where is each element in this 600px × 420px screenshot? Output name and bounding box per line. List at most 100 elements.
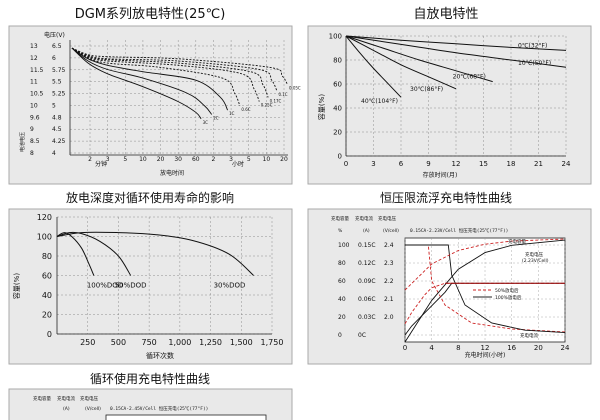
float-y-tick-pct: 60 xyxy=(338,278,346,285)
dgm-x-tick: 20 xyxy=(280,156,288,163)
float-header-capacity: 充电容量 xyxy=(331,215,349,222)
float-series-line xyxy=(404,238,566,291)
float-series-line xyxy=(405,244,566,333)
dod-chart-title: 放电深度对循环使用寿命的影响 xyxy=(66,190,234,205)
float-header-voltage: 充电电压 xyxy=(378,215,396,222)
cycle-chart-title: 循环使用充电特性曲线 xyxy=(90,371,210,386)
float-y-tick-pct: 40 xyxy=(338,296,346,303)
dgm-y-tick-12v: 8.5 xyxy=(30,138,40,145)
float-x-tick: 20 xyxy=(534,344,543,352)
dgm-y-tick-6v: 6.5 xyxy=(52,43,62,50)
float-y-tick-pct: 80 xyxy=(338,260,346,267)
cycle-unit-a: (A) xyxy=(63,406,70,412)
self-x-tick: 24 xyxy=(562,160,571,168)
dgm-y-tick-6v: 5.25 xyxy=(52,91,66,98)
dod-curve-label: 30%DOD xyxy=(214,282,246,290)
cycle-note: 0.15CA-2.45V/Cell 恒压充电(25℃(77°F)) xyxy=(110,405,208,412)
dgm-y-tick-6v: 4.8 xyxy=(52,114,62,121)
self-y-tick: 20 xyxy=(333,129,342,137)
dod-ylabel: 容量(%) xyxy=(12,273,21,299)
float-unit-a: (A) xyxy=(363,228,370,234)
float-curves xyxy=(404,238,566,343)
dod-cycle-chart: 放电深度对循环使用寿命的影响 容量(%) 250 500 750 1,000 1,250… xyxy=(8,190,293,365)
dgm-y-ticks: 13 6.5 12 6 11.5 5.75 11 5.5 10.5 5.25 10 5 9.6 4.8 9 4… xyxy=(30,43,66,157)
dod-series-line xyxy=(56,232,95,276)
dgm-curve-label: 0.6C xyxy=(241,107,250,112)
dgm-grid xyxy=(70,40,285,155)
float-x-tick: 8 xyxy=(456,344,460,352)
float-x-tick: 24 xyxy=(561,344,570,352)
dod-curve-label: 100%DOD xyxy=(87,282,123,290)
dgm-x-tick: 2 xyxy=(88,156,92,163)
dgm-series-line xyxy=(71,47,278,92)
dgm-y-tick-6v: 4.25 xyxy=(52,138,66,145)
dgm-curve-label: 1C xyxy=(229,111,235,116)
float-y-tick-voltage: 2.0 xyxy=(384,314,394,321)
dod-x-tick: 1,000 xyxy=(168,338,191,347)
self-series-line xyxy=(345,35,402,98)
dod-y-tick: 120 xyxy=(37,213,52,222)
dgm-ylabel: 电压(V) xyxy=(44,31,65,39)
float-legend: 50%放电后 100%放电后 xyxy=(473,287,522,301)
float-xlabel: 充电时间(小时) xyxy=(465,351,506,359)
dgm-curve-label: 0.17C xyxy=(270,98,282,103)
float-chart-title: 恒压限流浮充电特性曲线 xyxy=(380,190,512,205)
cycle-header-voltage: 充电电压 xyxy=(80,395,98,402)
float-label-capacity: 充电容量 xyxy=(508,238,526,245)
dgm-x-tick: 20 xyxy=(157,156,165,163)
dgm-curve-label: 3C xyxy=(203,120,209,125)
float-y-tick-pct: 20 xyxy=(338,314,346,321)
dgm-discharge-chart: DGM系列放电特性(25℃) 电压(V) 电池电压 13 6.5 12 6 11.5 5.… xyxy=(8,7,301,185)
float-series-line xyxy=(404,282,565,325)
self-x-tick: 0 xyxy=(344,160,348,168)
dgm-series-line xyxy=(71,47,260,102)
float-label-voltage-sub: (2.23V/Cell) xyxy=(522,258,549,264)
float-unit-pct: % xyxy=(338,228,343,234)
dgm-y-tick-6v: 5 xyxy=(52,102,56,109)
float-unit-v: (V/cell) xyxy=(383,228,399,234)
self-curve-label: 0℃(32°F) xyxy=(518,42,547,49)
dod-y-tick: 40 xyxy=(42,291,52,300)
float-grid xyxy=(404,238,566,342)
self-x-tick: 18 xyxy=(507,160,516,168)
float-ticks: 0 4 8 12 16 20 24 100 0.15C 2.4 80 0.12C 2.3 60 0.09C 2… xyxy=(338,242,570,352)
dgm-x-tick: 10 xyxy=(139,156,147,163)
dgm-y-tick-12v: 12 xyxy=(30,55,38,62)
float-y-tick-voltage: 2.4 xyxy=(384,242,394,249)
dgm-x-tick: 5 xyxy=(247,156,251,163)
float-y-tick-voltage: 2.1 xyxy=(384,296,394,303)
dgm-x-tick: 60 xyxy=(192,156,200,163)
float-y-tick-pct: 100 xyxy=(338,242,350,249)
self-x-tick: 6 xyxy=(399,160,404,168)
self-chart-title: 自放电特性 xyxy=(413,7,478,22)
dgm-series-line xyxy=(71,47,241,107)
dgm-y-tick-12v: 11 xyxy=(30,79,38,86)
float-y-tick-pct: 0 xyxy=(338,332,342,339)
dod-x-tick: 1,500 xyxy=(230,338,253,347)
self-curve-label: 20℃(68°F) xyxy=(453,74,486,81)
dod-chart-panel xyxy=(8,208,293,365)
dod-x-tick: 1,250 xyxy=(199,338,222,347)
dgm-series-line xyxy=(71,47,202,120)
dod-xlabel: 循环次数 xyxy=(146,351,174,360)
float-charge-chart: 恒压限流浮充电特性曲线 充电容量 充电电流 充电电压 % (A) (V/cell… xyxy=(307,190,592,365)
self-discharge-chart: 自放电特性 容量(%) 0 3 6 9 12 15 18 21 24 0 20 40 60 80 100 0… xyxy=(307,7,592,185)
float-x-tick: 12 xyxy=(481,344,490,352)
float-series-line xyxy=(405,244,566,334)
dgm-xlabel: 放电时间 xyxy=(160,169,184,177)
float-note: 0.15CA-2.23V/Cell 恒压充电(25℃(77°F)) xyxy=(410,227,508,234)
dgm-y-tick-12v: 10.5 xyxy=(30,91,44,98)
dgm-y-tick-6v: 5.75 xyxy=(52,67,66,74)
dgm-y-tick-6v: 6 xyxy=(52,55,56,62)
dod-grid xyxy=(57,216,273,335)
float-legend-item-1: 50%放电后 xyxy=(495,287,519,294)
dgm-x-tick: 2 xyxy=(212,156,216,163)
self-series-line xyxy=(345,35,567,68)
self-x-tick: 3 xyxy=(371,160,375,168)
dgm-curve-label: 0.25C xyxy=(261,103,273,108)
dgm-x-tick: 5 xyxy=(123,156,127,163)
float-x-tick: 0 xyxy=(403,344,407,352)
